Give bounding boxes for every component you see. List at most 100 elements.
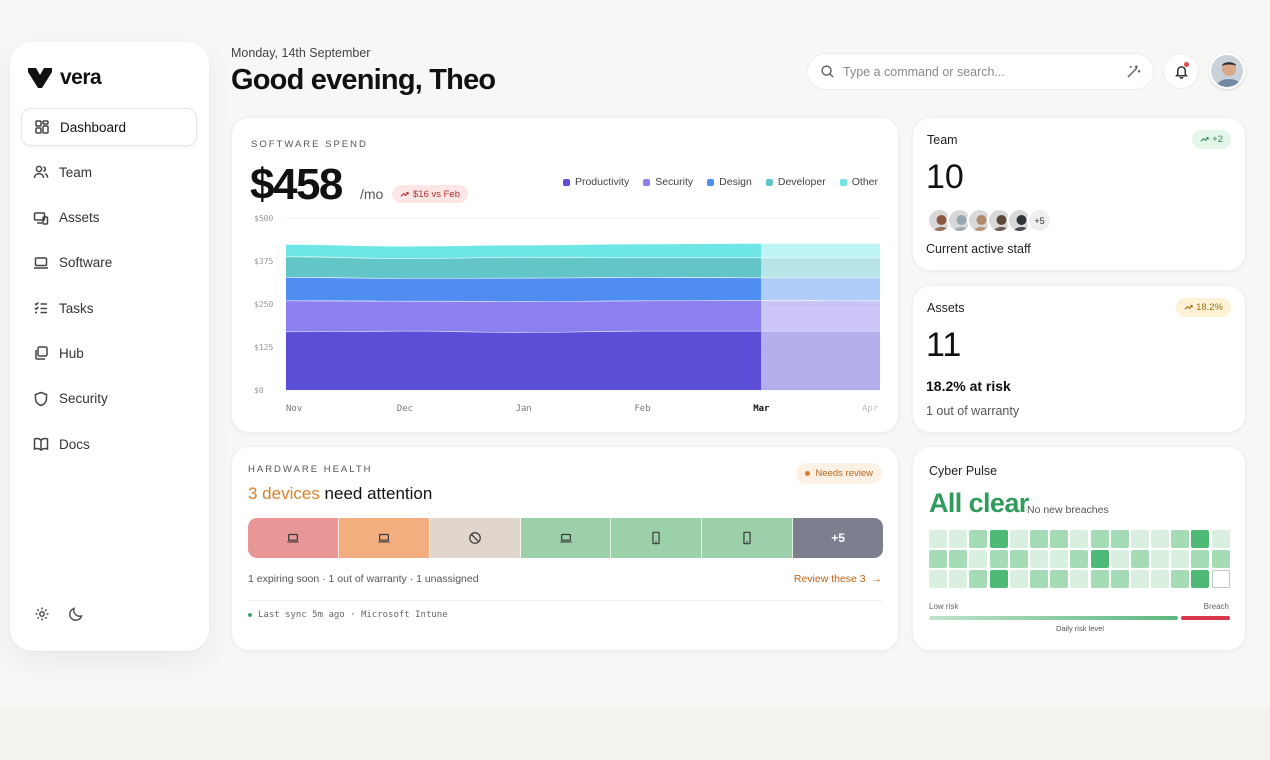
area-series-projected-other[interactable] xyxy=(286,243,880,258)
sidebar-item-dashboard[interactable]: Dashboard xyxy=(21,108,197,146)
risk-day-cell[interactable] xyxy=(949,570,968,589)
team-member-avatar[interactable] xyxy=(1007,208,1032,233)
area-series-security[interactable] xyxy=(286,300,880,333)
legend-item[interactable]: Productivity xyxy=(562,176,629,188)
risk-day-cell[interactable] xyxy=(1029,550,1048,569)
area-series-design[interactable] xyxy=(286,277,880,302)
assets-card[interactable]: Assets 18.2% 11 18.2% at risk 1 out of w… xyxy=(912,285,1246,433)
risk-day-cell[interactable] xyxy=(949,550,968,569)
more-avatars-badge[interactable]: +5 xyxy=(1027,208,1052,233)
devices-icon xyxy=(33,211,49,225)
risk-day-cell[interactable] xyxy=(1070,570,1089,589)
risk-day-cell[interactable] xyxy=(1171,530,1190,548)
risk-day-cell[interactable] xyxy=(969,530,988,548)
risk-day-cell[interactable] xyxy=(929,550,947,569)
user-avatar-image xyxy=(1211,55,1243,87)
area-series-projected-design[interactable] xyxy=(286,277,880,301)
risk-day-cell[interactable] xyxy=(1090,550,1109,569)
risk-day-cell[interactable] xyxy=(1151,550,1170,569)
risk-day-cell[interactable] xyxy=(1090,570,1109,589)
legend-item[interactable]: Design xyxy=(707,176,752,188)
sidebar-item-security[interactable]: Security xyxy=(21,380,197,418)
risk-day-cell[interactable] xyxy=(1130,530,1149,548)
risk-day-cell[interactable] xyxy=(929,530,947,548)
area-series-developer[interactable] xyxy=(286,256,880,279)
risk-day-cell[interactable] xyxy=(1029,570,1048,589)
team-member-avatar[interactable] xyxy=(947,208,972,233)
risk-day-cell[interactable] xyxy=(1070,550,1089,569)
risk-day-cell[interactable] xyxy=(1191,550,1210,569)
risk-day-cell[interactable] xyxy=(949,530,968,548)
sidebar-item-team[interactable]: Team xyxy=(21,153,197,191)
risk-day-cell[interactable] xyxy=(1130,550,1149,569)
command-search[interactable] xyxy=(807,53,1154,90)
team-avatars[interactable]: +5 xyxy=(927,208,1052,233)
hardware-title-rest: need attention xyxy=(319,484,433,503)
risk-day-cell[interactable] xyxy=(1050,570,1069,589)
risk-day-cell[interactable] xyxy=(1191,530,1210,548)
sparkle-icon[interactable] xyxy=(1126,64,1141,79)
risk-day-cell[interactable] xyxy=(1050,530,1069,548)
legend-item[interactable]: Other xyxy=(839,176,878,188)
sidebar-item-assets[interactable]: Assets xyxy=(21,199,197,237)
risk-day-cell[interactable] xyxy=(1090,530,1109,548)
sidebar-item-hub[interactable]: Hub xyxy=(21,334,197,372)
risk-day-cell[interactable] xyxy=(989,530,1008,548)
risk-day-cell[interactable] xyxy=(1009,550,1028,569)
sidebar-item-label: Team xyxy=(59,164,93,180)
risk-day-cell[interactable] xyxy=(1050,550,1069,569)
risk-day-cell[interactable] xyxy=(1110,570,1129,589)
device-tile[interactable] xyxy=(702,518,794,558)
area-series-other[interactable] xyxy=(286,243,880,259)
cyber-pulse-card[interactable]: Cyber Pulse All clear No new breaches Lo… xyxy=(912,446,1246,651)
review-devices-link[interactable]: Review these 3 → xyxy=(794,573,882,585)
risk-day-cell[interactable] xyxy=(1171,570,1190,589)
sidebar-item-docs[interactable]: Docs xyxy=(21,425,197,463)
more-devices-tile[interactable]: +5 xyxy=(793,518,883,558)
risk-day-cell[interactable] xyxy=(1130,570,1149,589)
scale-high-label: Breach xyxy=(1203,602,1229,611)
team-card[interactable]: Team +2 10 +5 Current active staff xyxy=(912,117,1246,271)
search-input[interactable] xyxy=(843,64,1118,79)
notifications-button[interactable] xyxy=(1163,53,1199,89)
risk-day-cell[interactable] xyxy=(1070,530,1089,548)
risk-day-cell[interactable] xyxy=(969,570,988,589)
device-tile[interactable] xyxy=(338,518,430,558)
logo[interactable]: vera xyxy=(28,66,102,90)
assets-title: Assets xyxy=(927,301,965,315)
device-tile[interactable] xyxy=(611,518,703,558)
area-series-projected-security[interactable] xyxy=(286,300,880,332)
risk-day-cell[interactable] xyxy=(989,550,1008,569)
risk-day-cell[interactable] xyxy=(989,570,1008,589)
device-tile[interactable] xyxy=(429,518,521,558)
risk-day-cell[interactable] xyxy=(1029,530,1048,548)
risk-day-cell[interactable] xyxy=(969,550,988,569)
sidebar-item-tasks[interactable]: Tasks xyxy=(21,289,197,327)
sidebar-item-label: Security xyxy=(59,391,108,407)
risk-day-cell[interactable] xyxy=(1151,530,1170,548)
risk-day-cell[interactable] xyxy=(929,570,947,589)
team-member-avatar[interactable] xyxy=(967,208,992,233)
legend-item[interactable]: Developer xyxy=(765,176,826,188)
risk-day-cell[interactable] xyxy=(1110,550,1129,569)
risk-day-cell[interactable] xyxy=(1171,550,1190,569)
sidebar-item-software[interactable]: Software xyxy=(21,244,197,282)
risk-day-cell[interactable] xyxy=(1211,530,1230,548)
device-tile[interactable] xyxy=(520,518,612,558)
risk-day-cell[interactable] xyxy=(1009,570,1028,589)
area-series-projected-developer[interactable] xyxy=(286,257,880,279)
assets-count: 11 xyxy=(926,326,962,364)
risk-day-cell[interactable] xyxy=(1211,570,1230,589)
risk-day-cell[interactable] xyxy=(1110,530,1129,548)
theme-toggle-button[interactable] xyxy=(68,606,86,624)
settings-button[interactable] xyxy=(34,606,52,624)
risk-day-cell[interactable] xyxy=(1151,570,1170,589)
user-avatar[interactable] xyxy=(1209,53,1245,89)
risk-day-cell[interactable] xyxy=(1191,570,1210,589)
legend-item[interactable]: Security xyxy=(643,176,693,188)
area-series-projected-productivity[interactable] xyxy=(286,330,880,390)
device-tile[interactable] xyxy=(248,518,339,558)
risk-day-cell[interactable] xyxy=(1009,530,1028,548)
risk-day-cell[interactable] xyxy=(1211,550,1230,569)
area-series-productivity[interactable] xyxy=(286,330,880,390)
